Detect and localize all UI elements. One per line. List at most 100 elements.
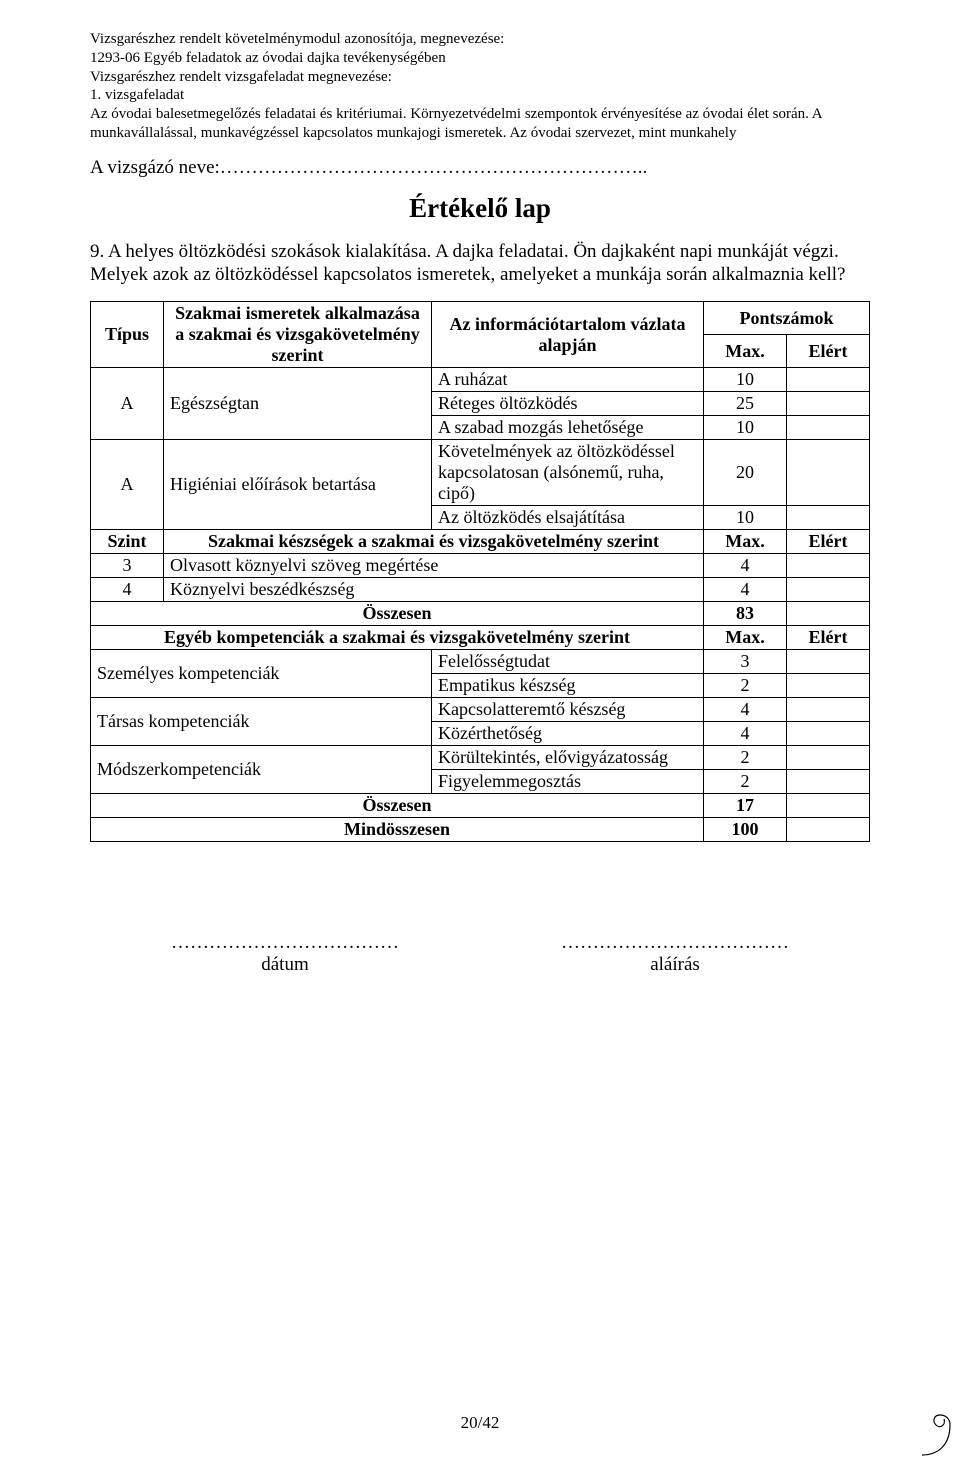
header-line: Vizsgarészhez rendelt követelménymodul a… [90, 30, 870, 49]
cell-label: Köznyelvi beszédkészség [164, 578, 704, 602]
cell-elert [787, 674, 870, 698]
signature-date-label: dátum [145, 954, 425, 976]
szint-header-row: Szint Szakmai készségek a szakmai és viz… [91, 530, 870, 554]
cell-max: 4 [704, 554, 787, 578]
module-header: Vizsgarészhez rendelt követelménymodul a… [90, 30, 870, 143]
cell-elert [787, 770, 870, 794]
cell-max: 4 [704, 698, 787, 722]
cell-elert [787, 722, 870, 746]
cell-sum-label: Összesen [91, 794, 704, 818]
th-szint-label: Szakmai készségek a szakmai és vizsgaköv… [164, 530, 704, 554]
cell-label: Közérthetőség [432, 722, 704, 746]
table-row: Társas kompetenciák Kapcsolatteremtő kés… [91, 698, 870, 722]
cell-left: Higiéniai előírások betartása [164, 440, 432, 530]
th-max: Max. [704, 335, 787, 368]
cell-label: Követelmények az öltözködéssel kapcsolat… [432, 440, 704, 506]
page-curl-icon [920, 1411, 954, 1457]
cell-elert [787, 440, 870, 506]
header-line: Vizsgarészhez rendelt vizsgafeladat megn… [90, 68, 870, 87]
grand-total-row: Mindösszesen 100 [91, 818, 870, 842]
th-mid: Az információtartalom vázlata alapján [432, 302, 704, 368]
signature-dots: ……………………………… [145, 932, 425, 954]
task-description: 9. A helyes öltözködési szokások kialakí… [90, 240, 870, 288]
table-row: Módszerkompetenciák Körültekintés, elővi… [91, 746, 870, 770]
table-row: A Egészségtan A ruházat 10 [91, 368, 870, 392]
cell-szint: 3 [91, 554, 164, 578]
table-row: Személyes kompetenciák Felelősségtudat 3 [91, 650, 870, 674]
table-row: 3 Olvasott köznyelvi szöveg megértése 4 [91, 554, 870, 578]
th-elert: Elért [787, 626, 870, 650]
cell-tipus: A [91, 368, 164, 440]
page-title: Értékelő lap [90, 193, 870, 224]
cell-sum-label: Összesen [91, 602, 704, 626]
cell-elert [787, 746, 870, 770]
cell-label: Réteges öltözködés [432, 392, 704, 416]
cell-elert [787, 698, 870, 722]
sum-row: Összesen 17 [91, 794, 870, 818]
cell-left: Személyes kompetenciák [91, 650, 432, 698]
cell-grand-max: 100 [704, 818, 787, 842]
table-row: A Higiéniai előírások betartása Követelm… [91, 440, 870, 506]
cell-max: 10 [704, 416, 787, 440]
cell-max: 20 [704, 440, 787, 506]
cell-szint: 4 [91, 578, 164, 602]
signature-sign-label: aláírás [535, 954, 815, 976]
cell-label: Figyelemmegosztás [432, 770, 704, 794]
cell-grand-label: Mindösszesen [91, 818, 704, 842]
cell-max: 10 [704, 368, 787, 392]
cell-label: Empatikus készség [432, 674, 704, 698]
th-szint: Szint [91, 530, 164, 554]
header-line: Az óvodai balesetmegelőzés feladatai és … [90, 105, 870, 143]
th-elert: Elért [787, 530, 870, 554]
cell-elert [787, 650, 870, 674]
th-egyeb: Egyéb kompetenciák a szakmai és vizsgakö… [91, 626, 704, 650]
cell-label: Körültekintés, elővigyázatosság [432, 746, 704, 770]
cell-tipus: A [91, 440, 164, 530]
cell-label: A ruházat [432, 368, 704, 392]
cell-elert [787, 554, 870, 578]
page-number: 20/42 [0, 1413, 960, 1433]
signature-sign: ……………………………… aláírás [535, 932, 815, 976]
th-left: Szakmai ismeretek alkalmazása a szakmai … [164, 302, 432, 368]
cell-max: 2 [704, 674, 787, 698]
cell-elert [787, 506, 870, 530]
cell-max: 3 [704, 650, 787, 674]
cell-elert [787, 416, 870, 440]
header-line: 1. vizsgafeladat [90, 86, 870, 105]
sum-row: Összesen 83 [91, 602, 870, 626]
cell-elert [787, 818, 870, 842]
cell-sum-max: 17 [704, 794, 787, 818]
cell-max: 4 [704, 722, 787, 746]
cell-left: Egészségtan [164, 368, 432, 440]
egyeb-header-row: Egyéb kompetenciák a szakmai és vizsgakö… [91, 626, 870, 650]
cell-elert [787, 392, 870, 416]
cell-max: 2 [704, 746, 787, 770]
th-tipus: Típus [91, 302, 164, 368]
cell-elert [787, 794, 870, 818]
evaluation-table: Típus Szakmai ismeretek alkalmazása a sz… [90, 301, 870, 842]
header-line: 1293-06 Egyéb feladatok az óvodai dajka … [90, 49, 870, 68]
th-points: Pontszámok [704, 302, 870, 335]
cell-label: A szabad mozgás lehetősége [432, 416, 704, 440]
cell-left: Társas kompetenciák [91, 698, 432, 746]
cell-elert [787, 578, 870, 602]
cell-max: 10 [704, 506, 787, 530]
signature-dots: ……………………………… [535, 932, 815, 954]
cell-max: 2 [704, 770, 787, 794]
signature-date: ……………………………… dátum [145, 932, 425, 976]
page: Vizsgarészhez rendelt követelménymodul a… [0, 0, 960, 1463]
cell-elert [787, 602, 870, 626]
cell-sum-max: 83 [704, 602, 787, 626]
cell-label: Az öltözködés elsajátítása [432, 506, 704, 530]
table-row: 4 Köznyelvi beszédkészség 4 [91, 578, 870, 602]
table-header-row: Típus Szakmai ismeretek alkalmazása a sz… [91, 302, 870, 335]
cell-label: Felelősségtudat [432, 650, 704, 674]
cell-max: 4 [704, 578, 787, 602]
th-elert: Elért [787, 335, 870, 368]
signature-row: ……………………………… dátum ……………………………… aláírás [90, 932, 870, 976]
cell-elert [787, 368, 870, 392]
th-max: Max. [704, 626, 787, 650]
cell-label: Kapcsolatteremtő készség [432, 698, 704, 722]
th-max: Max. [704, 530, 787, 554]
cell-max: 25 [704, 392, 787, 416]
